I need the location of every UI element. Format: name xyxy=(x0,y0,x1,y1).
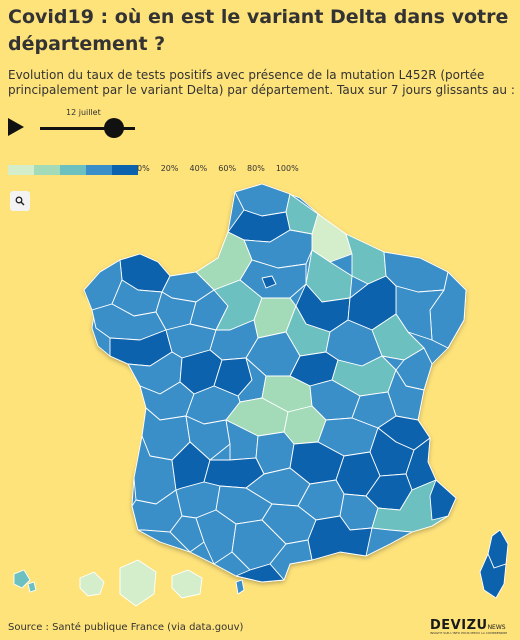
legend-label: 60% xyxy=(218,164,237,173)
dept-alpes-maritimes xyxy=(429,479,457,521)
corsica xyxy=(479,529,509,599)
dept-guyane xyxy=(119,559,157,607)
france-choropleth-map xyxy=(13,183,509,607)
legend-swatch xyxy=(8,165,34,175)
legend-label: 20% xyxy=(160,164,179,173)
time-player: 12 juillet xyxy=(8,108,148,148)
legend-swatch xyxy=(60,165,86,175)
legend-swatch xyxy=(112,165,138,175)
logo-word: DEVIZU xyxy=(430,618,488,633)
date-label: 12 juillet xyxy=(66,108,101,117)
overseas-departments xyxy=(13,559,245,607)
dept-martinique xyxy=(79,571,105,597)
play-icon[interactable] xyxy=(8,118,24,136)
dept-reunion xyxy=(171,569,203,599)
legend-label: 0% xyxy=(137,164,150,173)
legend-label: 80% xyxy=(247,164,265,173)
devizu-logo[interactable]: DEVIZUNEWS INSIGHT SUR L'INFO POUR MIEUX… xyxy=(430,614,516,638)
legend-swatch xyxy=(86,165,112,175)
dept-mayotte xyxy=(235,579,245,595)
search-icon xyxy=(15,196,25,206)
logo-suffix: NEWS xyxy=(487,624,506,631)
source-note: Source : Santé publique France (via data… xyxy=(8,622,244,633)
legend-label: 40% xyxy=(189,164,208,173)
zoom-button[interactable] xyxy=(10,191,30,211)
legend-labels: 0% 20% 40% 60% 80% 100% xyxy=(137,164,299,173)
dept-pyrenees-orientales xyxy=(235,563,285,583)
time-slider-track[interactable] xyxy=(40,127,135,130)
dept-corse-du-sud xyxy=(479,552,507,599)
dept-guadeloupe xyxy=(13,569,37,593)
time-slider-thumb[interactable] xyxy=(104,118,125,138)
legend-swatch xyxy=(34,165,60,175)
dept-cantal xyxy=(255,431,295,475)
legend-swatches xyxy=(8,165,138,175)
legend-label: 100% xyxy=(275,164,299,173)
page-title: Covid19 : où en est le variant Delta dan… xyxy=(8,6,509,55)
logo-tagline: INSIGHT SUR L'INFO POUR MIEUX LA COMPREN… xyxy=(430,631,508,635)
page-subtitle: Evolution du taux de tests positifs avec… xyxy=(8,68,515,97)
dept-paris xyxy=(261,275,277,289)
